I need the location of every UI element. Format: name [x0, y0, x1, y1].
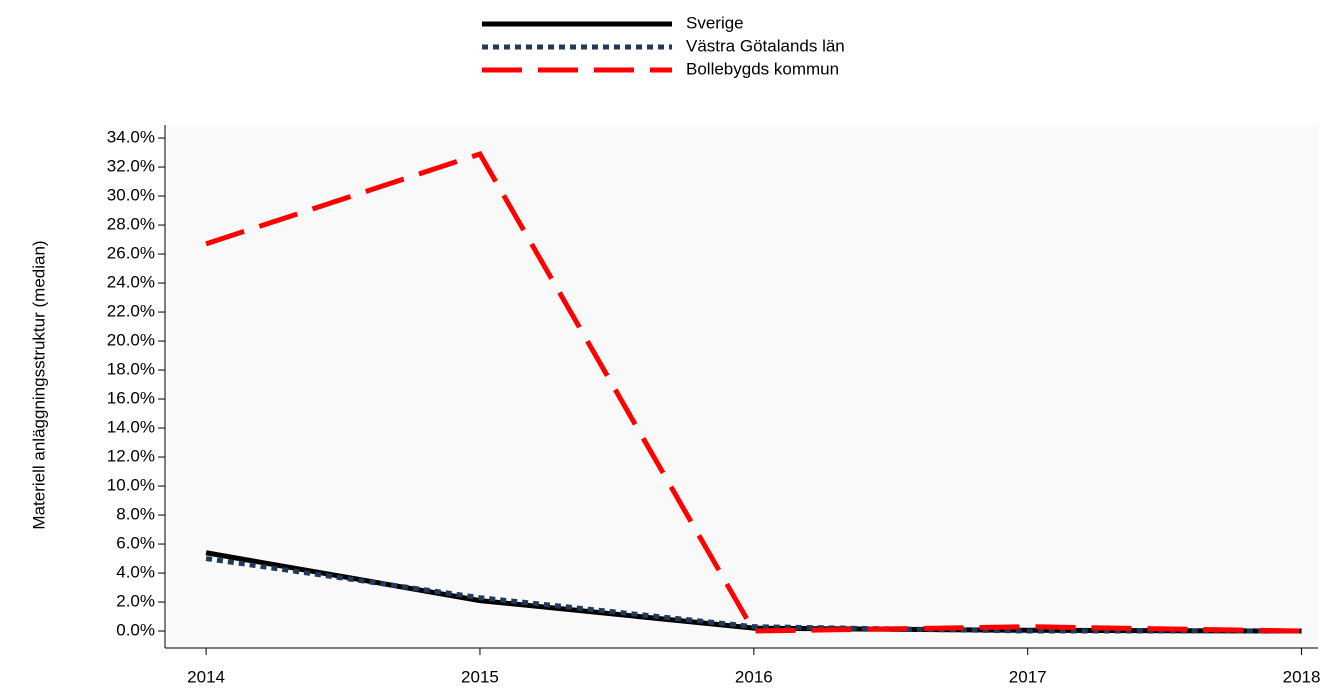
- x-tick-label: 2015: [461, 667, 499, 686]
- x-tick-label: 2017: [1009, 667, 1047, 686]
- y-tick-label: 22.0%: [107, 302, 155, 321]
- y-axis-label: Materiell anläggningsstruktur (median): [29, 240, 48, 529]
- y-tick-label: 34.0%: [107, 128, 155, 147]
- y-tick-label: 24.0%: [107, 273, 155, 292]
- y-tick-label: 18.0%: [107, 360, 155, 379]
- x-tick-label: 2016: [735, 667, 773, 686]
- y-tick-label: 32.0%: [107, 157, 155, 176]
- y-tick-label: 2.0%: [116, 592, 155, 611]
- y-tick-label: 10.0%: [107, 476, 155, 495]
- y-tick-label: 12.0%: [107, 447, 155, 466]
- y-tick-label: 20.0%: [107, 331, 155, 350]
- series-line: [205, 150, 1302, 634]
- legend-label: Bollebygds kommun: [686, 59, 839, 78]
- y-tick-label: 4.0%: [116, 563, 155, 582]
- series-line: [205, 556, 1302, 634]
- y-tick-label: 26.0%: [107, 244, 155, 263]
- legend-label: Sverige: [686, 13, 744, 32]
- y-tick-label: 0.0%: [116, 621, 155, 640]
- y-tick-label: 8.0%: [116, 505, 155, 524]
- legend-label: Västra Götalands län: [686, 36, 845, 55]
- plot-area: [165, 125, 1318, 648]
- y-tick-label: 28.0%: [107, 215, 155, 234]
- x-tick-label: 2014: [187, 667, 225, 686]
- y-tick-label: 14.0%: [107, 418, 155, 437]
- x-tick-label: 2018: [1283, 667, 1321, 686]
- y-tick-label: 16.0%: [107, 389, 155, 408]
- y-tick-label: 6.0%: [116, 534, 155, 553]
- y-tick-label: 30.0%: [107, 186, 155, 205]
